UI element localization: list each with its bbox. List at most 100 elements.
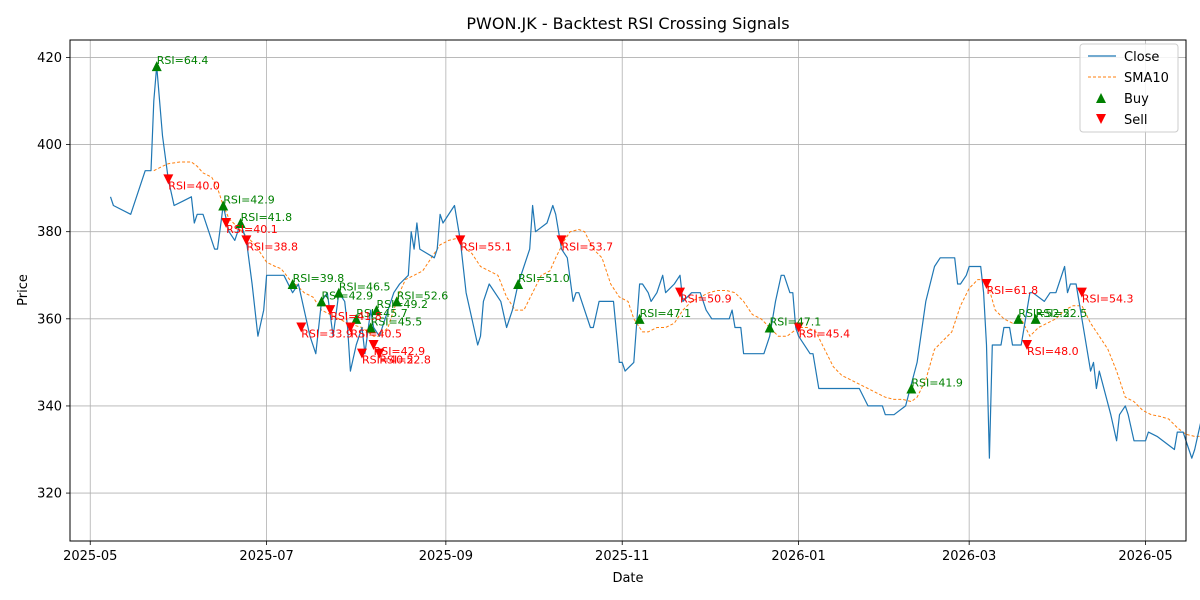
sell-marker (296, 322, 307, 333)
legend-box (1079, 43, 1179, 133)
sell-annotation: RSI=61.8 (987, 284, 1039, 297)
legend-buy-label: Buy (1124, 92, 1149, 107)
buy-marker (634, 313, 645, 324)
legend-sell-swatch (1096, 114, 1106, 124)
sell-marker (675, 287, 686, 298)
sell-marker (345, 322, 356, 333)
x-tick-label: 2025-09 (419, 549, 473, 564)
sell-marker (981, 278, 992, 289)
x-tick-label: 2025-07 (239, 549, 293, 564)
sell-annotation: RSI=40.2 (362, 354, 414, 367)
close-line (109, 65, 1200, 459)
y-tick-label: 400 (37, 138, 62, 153)
sell-annotation: RSI=45.4 (799, 328, 851, 341)
buy-marker (764, 322, 775, 333)
buy-annotation: RSI=47.1 (770, 316, 822, 329)
buy-marker (1013, 313, 1024, 324)
buy-annotation: RSI=45.7 (356, 307, 408, 320)
x-tick-label: 2025-05 (63, 549, 117, 564)
x-tick-label: 2025-11 (595, 549, 649, 564)
y-tick-label: 380 (37, 225, 62, 240)
close-series (109, 65, 1200, 459)
buy-annotation: RSI=41.9 (911, 377, 963, 390)
sell-annotation: RSI=40.5 (350, 328, 402, 341)
buy-annotation: RSI=39.8 (293, 272, 345, 285)
buy-annotation: RSI=42.9 (223, 194, 275, 207)
legend-sma10-label: SMA10 (1124, 71, 1169, 86)
buy-annotation: RSI=47.1 (640, 307, 692, 320)
y-tick-label: 340 (37, 399, 62, 414)
sell-annotation: RSI=40.0 (168, 179, 220, 192)
buy-marker (218, 200, 229, 211)
buy-annotation: RSI=52.5 (1036, 307, 1088, 320)
buy-marker (513, 278, 524, 289)
sell-marker (357, 348, 368, 359)
sell-annotation: RSI=42.9 (374, 345, 426, 358)
x-axis-ticks: 2025-05 2025-07 2025-09 2025-11 2026-01 2026-… (63, 541, 1173, 564)
x-tick-label: 2026-03 (942, 549, 996, 564)
buy-annotation: RSI=42.9 (322, 289, 374, 302)
sell-marker (374, 348, 385, 359)
sell-annotation: RSI=54.3 (1082, 293, 1134, 306)
buy-marker (333, 287, 344, 298)
x-tick-label: 2026-05 (1118, 549, 1172, 564)
sell-marker (1076, 287, 1087, 298)
sma10-series (153, 161, 1200, 437)
buy-annotation: RSI=41.8 (241, 211, 293, 224)
sell-annotation: RSI=38.8 (246, 240, 298, 253)
y-axis-label: Price (16, 274, 31, 306)
sell-annotation: RSI=50.9 (680, 293, 732, 306)
sell-marker (241, 235, 252, 246)
legend-buy-swatch (1096, 93, 1106, 103)
y-axis-ticks: 320 340 360 380 400 420 (37, 51, 70, 502)
sell-marker (163, 174, 174, 185)
buy-annotation: RSI=52.2 (1018, 307, 1070, 320)
buy-annotation: RSI=45.5 (371, 316, 423, 329)
sell-marker (221, 217, 232, 228)
buy-marker (316, 296, 327, 307)
sell-marker (1021, 339, 1032, 350)
sell-marker (455, 235, 466, 246)
sell-marker (793, 322, 804, 333)
buy-annotation: RSI=64.4 (157, 54, 209, 67)
buy-marker (235, 217, 246, 228)
buy-marker (365, 322, 376, 333)
buy-marker (371, 305, 382, 316)
x-axis-label: Date (612, 571, 643, 586)
legend: Close SMA10 Buy Sell (1079, 43, 1179, 133)
sell-annotation: RSI=52.8 (379, 354, 431, 367)
grid (70, 40, 1186, 541)
buy-annotation: RSI=52.6 (397, 289, 449, 302)
sell-annotation: RSI=53.7 (562, 240, 614, 253)
buy-annotation: RSI=51.0 (518, 272, 570, 285)
sell-marker (556, 235, 567, 246)
chart-title: PWON.JK - Backtest RSI Crossing Signals (466, 14, 789, 33)
buy-marker (1030, 313, 1041, 324)
legend-close-label: Close (1124, 50, 1159, 65)
sma10-line (153, 161, 1200, 437)
sell-annotation: RSI=48.0 (1027, 345, 1079, 358)
sell-annotation: RSI=33.9 (301, 328, 353, 341)
y-tick-label: 360 (37, 312, 62, 327)
sell-annotation: RSI=41.8 (330, 310, 382, 323)
sell-annotation: RSI=40.1 (226, 223, 278, 236)
sell-annotation: RSI=55.1 (460, 240, 512, 253)
signal-annotations: RSI=64.4 RSI=42.9 RSI=41.8 RSI=39.8 RSI=42.9… (157, 54, 1134, 390)
y-tick-label: 420 (37, 51, 62, 66)
plot-frame (69, 39, 1187, 542)
buy-annotation: RSI=49.2 (376, 298, 428, 311)
x-tick-label: 2026-01 (771, 549, 825, 564)
sell-marker (368, 339, 379, 350)
signal-markers (151, 61, 1087, 394)
buy-annotation: RSI=46.5 (339, 281, 391, 294)
buy-marker (906, 383, 917, 394)
buy-marker (351, 313, 362, 324)
sell-marker (325, 305, 336, 316)
buy-marker (151, 61, 162, 72)
legend-sell-label: Sell (1124, 113, 1147, 128)
y-tick-label: 320 (37, 487, 62, 502)
buy-marker (287, 278, 298, 289)
buy-marker (391, 296, 402, 307)
